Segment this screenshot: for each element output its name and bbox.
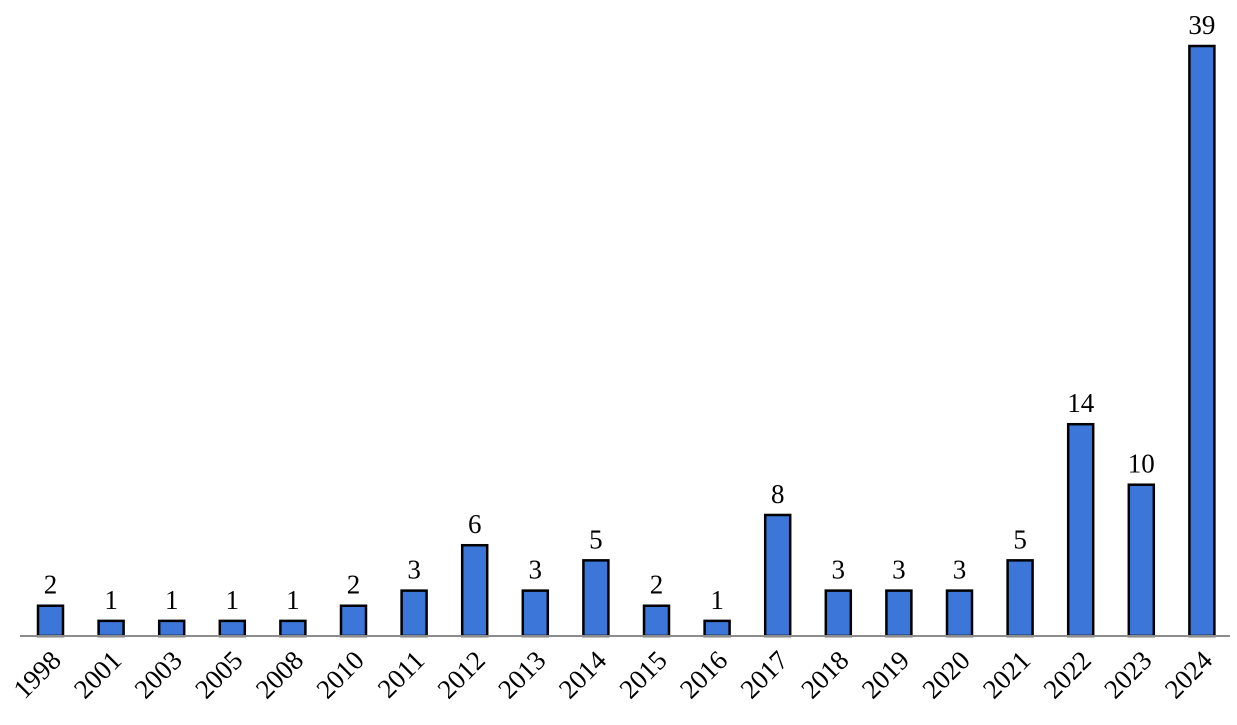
data-label-2024: 39 — [1188, 10, 1215, 40]
x-tick-label-2014: 2014 — [553, 645, 613, 705]
x-tick-label-1998: 1998 — [7, 645, 66, 704]
x-tick-label-2003: 2003 — [129, 645, 188, 704]
bar-1998 — [36, 604, 65, 638]
data-label-2018: 3 — [832, 555, 846, 585]
data-label-2005: 1 — [226, 585, 240, 615]
data-label-2014: 5 — [589, 524, 603, 554]
data-label-2012: 6 — [468, 509, 482, 539]
data-labels-group: 2 1 1 1 1 2 3 6 3 5 2 1 8 3 3 3 5 14 10 39 — [44, 10, 1216, 615]
data-label-2003: 1 — [165, 585, 179, 615]
data-label-2022: 14 — [1067, 388, 1095, 418]
data-label-2020: 3 — [953, 555, 967, 585]
data-label-2016: 1 — [710, 585, 724, 615]
x-tick-label-2013: 2013 — [492, 645, 551, 704]
x-tick-label-2018: 2018 — [795, 645, 854, 704]
data-label-2021: 5 — [1013, 524, 1027, 554]
x-tick-label-2015: 2015 — [613, 645, 672, 704]
bar-2019 — [885, 589, 913, 638]
data-label-2013: 3 — [529, 555, 543, 585]
data-label-2023: 10 — [1128, 449, 1155, 479]
x-tick-label-2019: 2019 — [856, 645, 915, 704]
x-tick-label-2011: 2011 — [372, 645, 431, 704]
bar-2020 — [945, 589, 974, 638]
x-tick-label-2022: 2022 — [1038, 645, 1097, 704]
x-tick-label-2008: 2008 — [250, 645, 309, 704]
x-tick-label-2023: 2023 — [1098, 645, 1157, 704]
bar-2011 — [400, 589, 428, 638]
x-tick-label-2001: 2001 — [68, 645, 127, 704]
data-label-2008: 1 — [286, 585, 300, 615]
bar-2016 — [703, 619, 731, 638]
bar-2001 — [97, 619, 125, 638]
x-tick-label-2021: 2021 — [977, 645, 1036, 704]
bar-2008 — [279, 619, 307, 638]
bar-2012 — [460, 543, 489, 638]
bar-2017 — [763, 513, 792, 638]
bar-2015 — [642, 604, 671, 638]
data-label-2010: 2 — [347, 570, 361, 600]
x-tick-labels-group: 1998 2001 2003 2005 2008 2010 2011 2012 2013 2014… — [7, 645, 1218, 705]
bars-group — [36, 44, 1216, 638]
bar-2023 — [1127, 483, 1156, 638]
data-label-1998: 2 — [44, 570, 58, 600]
bar-2018 — [824, 589, 853, 638]
x-tick-label-2012: 2012 — [432, 645, 491, 704]
bar-2022 — [1066, 422, 1095, 638]
x-tick-label-2005: 2005 — [189, 645, 248, 704]
bar-2010 — [339, 604, 368, 638]
data-label-2015: 2 — [650, 570, 664, 600]
bar-2005 — [218, 619, 247, 638]
data-label-2001: 1 — [104, 585, 118, 615]
bar-2003 — [157, 619, 186, 638]
x-tick-label-2024: 2024 — [1159, 645, 1219, 705]
bar-2014 — [582, 559, 610, 638]
data-label-2019: 3 — [892, 555, 906, 585]
x-tick-label-2016: 2016 — [674, 645, 733, 704]
data-label-2017: 8 — [771, 479, 785, 509]
x-tick-label-2010: 2010 — [310, 645, 369, 704]
bar-2021 — [1006, 559, 1034, 638]
bar-2024 — [1188, 44, 1216, 638]
bar-2013 — [521, 589, 550, 638]
data-label-2011: 3 — [407, 555, 421, 585]
x-tick-label-2020: 2020 — [916, 645, 975, 704]
x-tick-label-2017: 2017 — [735, 645, 794, 704]
